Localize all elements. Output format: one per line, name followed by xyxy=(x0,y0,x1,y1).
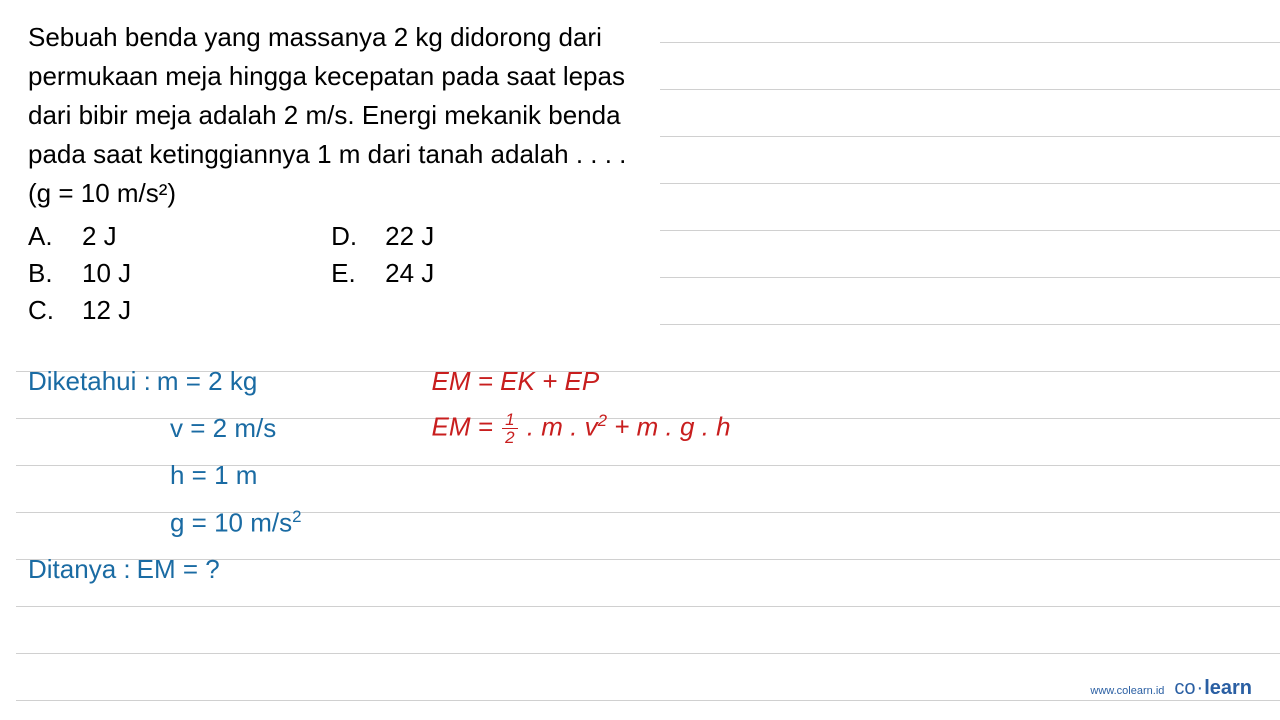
known-item: g = 10 m/s2 xyxy=(170,507,302,539)
known-item: m = 2 kg xyxy=(157,366,257,397)
known-column: Diketahui : m = 2 kg v = 2 m/s h = 1 m g… xyxy=(28,358,302,593)
known-line-3: h = 1 m xyxy=(28,452,302,499)
option-b: B. 10 J xyxy=(28,258,131,289)
known-line-4: g = 10 m/s2 xyxy=(28,499,302,546)
option-letter: B. xyxy=(28,258,56,289)
known-line-1: Diketahui : m = 2 kg xyxy=(28,358,302,405)
logo-dot: · xyxy=(1197,677,1204,699)
known-line-2: v = 2 m/s xyxy=(28,405,302,452)
formula-text: EM = 12 . m . v2 + m . g . h xyxy=(432,411,731,446)
option-value: 12 J xyxy=(82,295,131,326)
option-letter: E. xyxy=(331,258,359,289)
option-e: E. 24 J xyxy=(331,258,434,289)
known-label: Diketahui : xyxy=(28,366,151,397)
footer-logo: co·learn xyxy=(1174,677,1252,700)
option-value: 24 J xyxy=(385,258,434,289)
option-c: C. 12 J xyxy=(28,295,131,326)
asked-value: EM = ? xyxy=(137,554,220,585)
formula-text: EM = EK + EP xyxy=(432,366,600,397)
logo-part2: learn xyxy=(1204,677,1252,699)
option-letter: C. xyxy=(28,295,56,326)
formula-column: EM = EK + EP EM = 12 . m . v2 + m . g . … xyxy=(432,358,731,593)
footer: www.colearn.id co·learn xyxy=(1090,677,1252,700)
known-item: h = 1 m xyxy=(170,460,257,491)
formula-line-1: EM = EK + EP xyxy=(432,358,731,405)
formula-line-2: EM = 12 . m . v2 + m . g . h xyxy=(432,405,731,452)
known-item: v = 2 m/s xyxy=(170,413,276,444)
work-area: Diketahui : m = 2 kg v = 2 m/s h = 1 m g… xyxy=(28,358,1252,593)
option-value: 2 J xyxy=(82,221,117,252)
content-area: Sebuah benda yang massanya 2 kg didorong… xyxy=(0,0,1280,593)
option-d: D. 22 J xyxy=(331,221,434,252)
option-a: A. 2 J xyxy=(28,221,131,252)
options-right-col: D. 22 J E. 24 J xyxy=(331,221,434,326)
options-left-col: A. 2 J B. 10 J C. 12 J xyxy=(28,221,131,326)
options: A. 2 J B. 10 J C. 12 J D. 22 J E. 24 J xyxy=(28,221,1252,326)
option-letter: D. xyxy=(331,221,359,252)
footer-url: www.colearn.id xyxy=(1090,685,1164,697)
logo-part1: co xyxy=(1174,677,1195,699)
option-letter: A. xyxy=(28,221,56,252)
question-g: (g = 10 m/s²) xyxy=(28,178,176,208)
option-value: 10 J xyxy=(82,258,131,289)
question-text: Sebuah benda yang massanya 2 kg didorong… xyxy=(28,18,648,213)
question-body: Sebuah benda yang massanya 2 kg didorong… xyxy=(28,22,626,169)
asked-label: Ditanya : xyxy=(28,554,131,585)
asked-line: Ditanya : EM = ? xyxy=(28,546,302,593)
option-value: 22 J xyxy=(385,221,434,252)
